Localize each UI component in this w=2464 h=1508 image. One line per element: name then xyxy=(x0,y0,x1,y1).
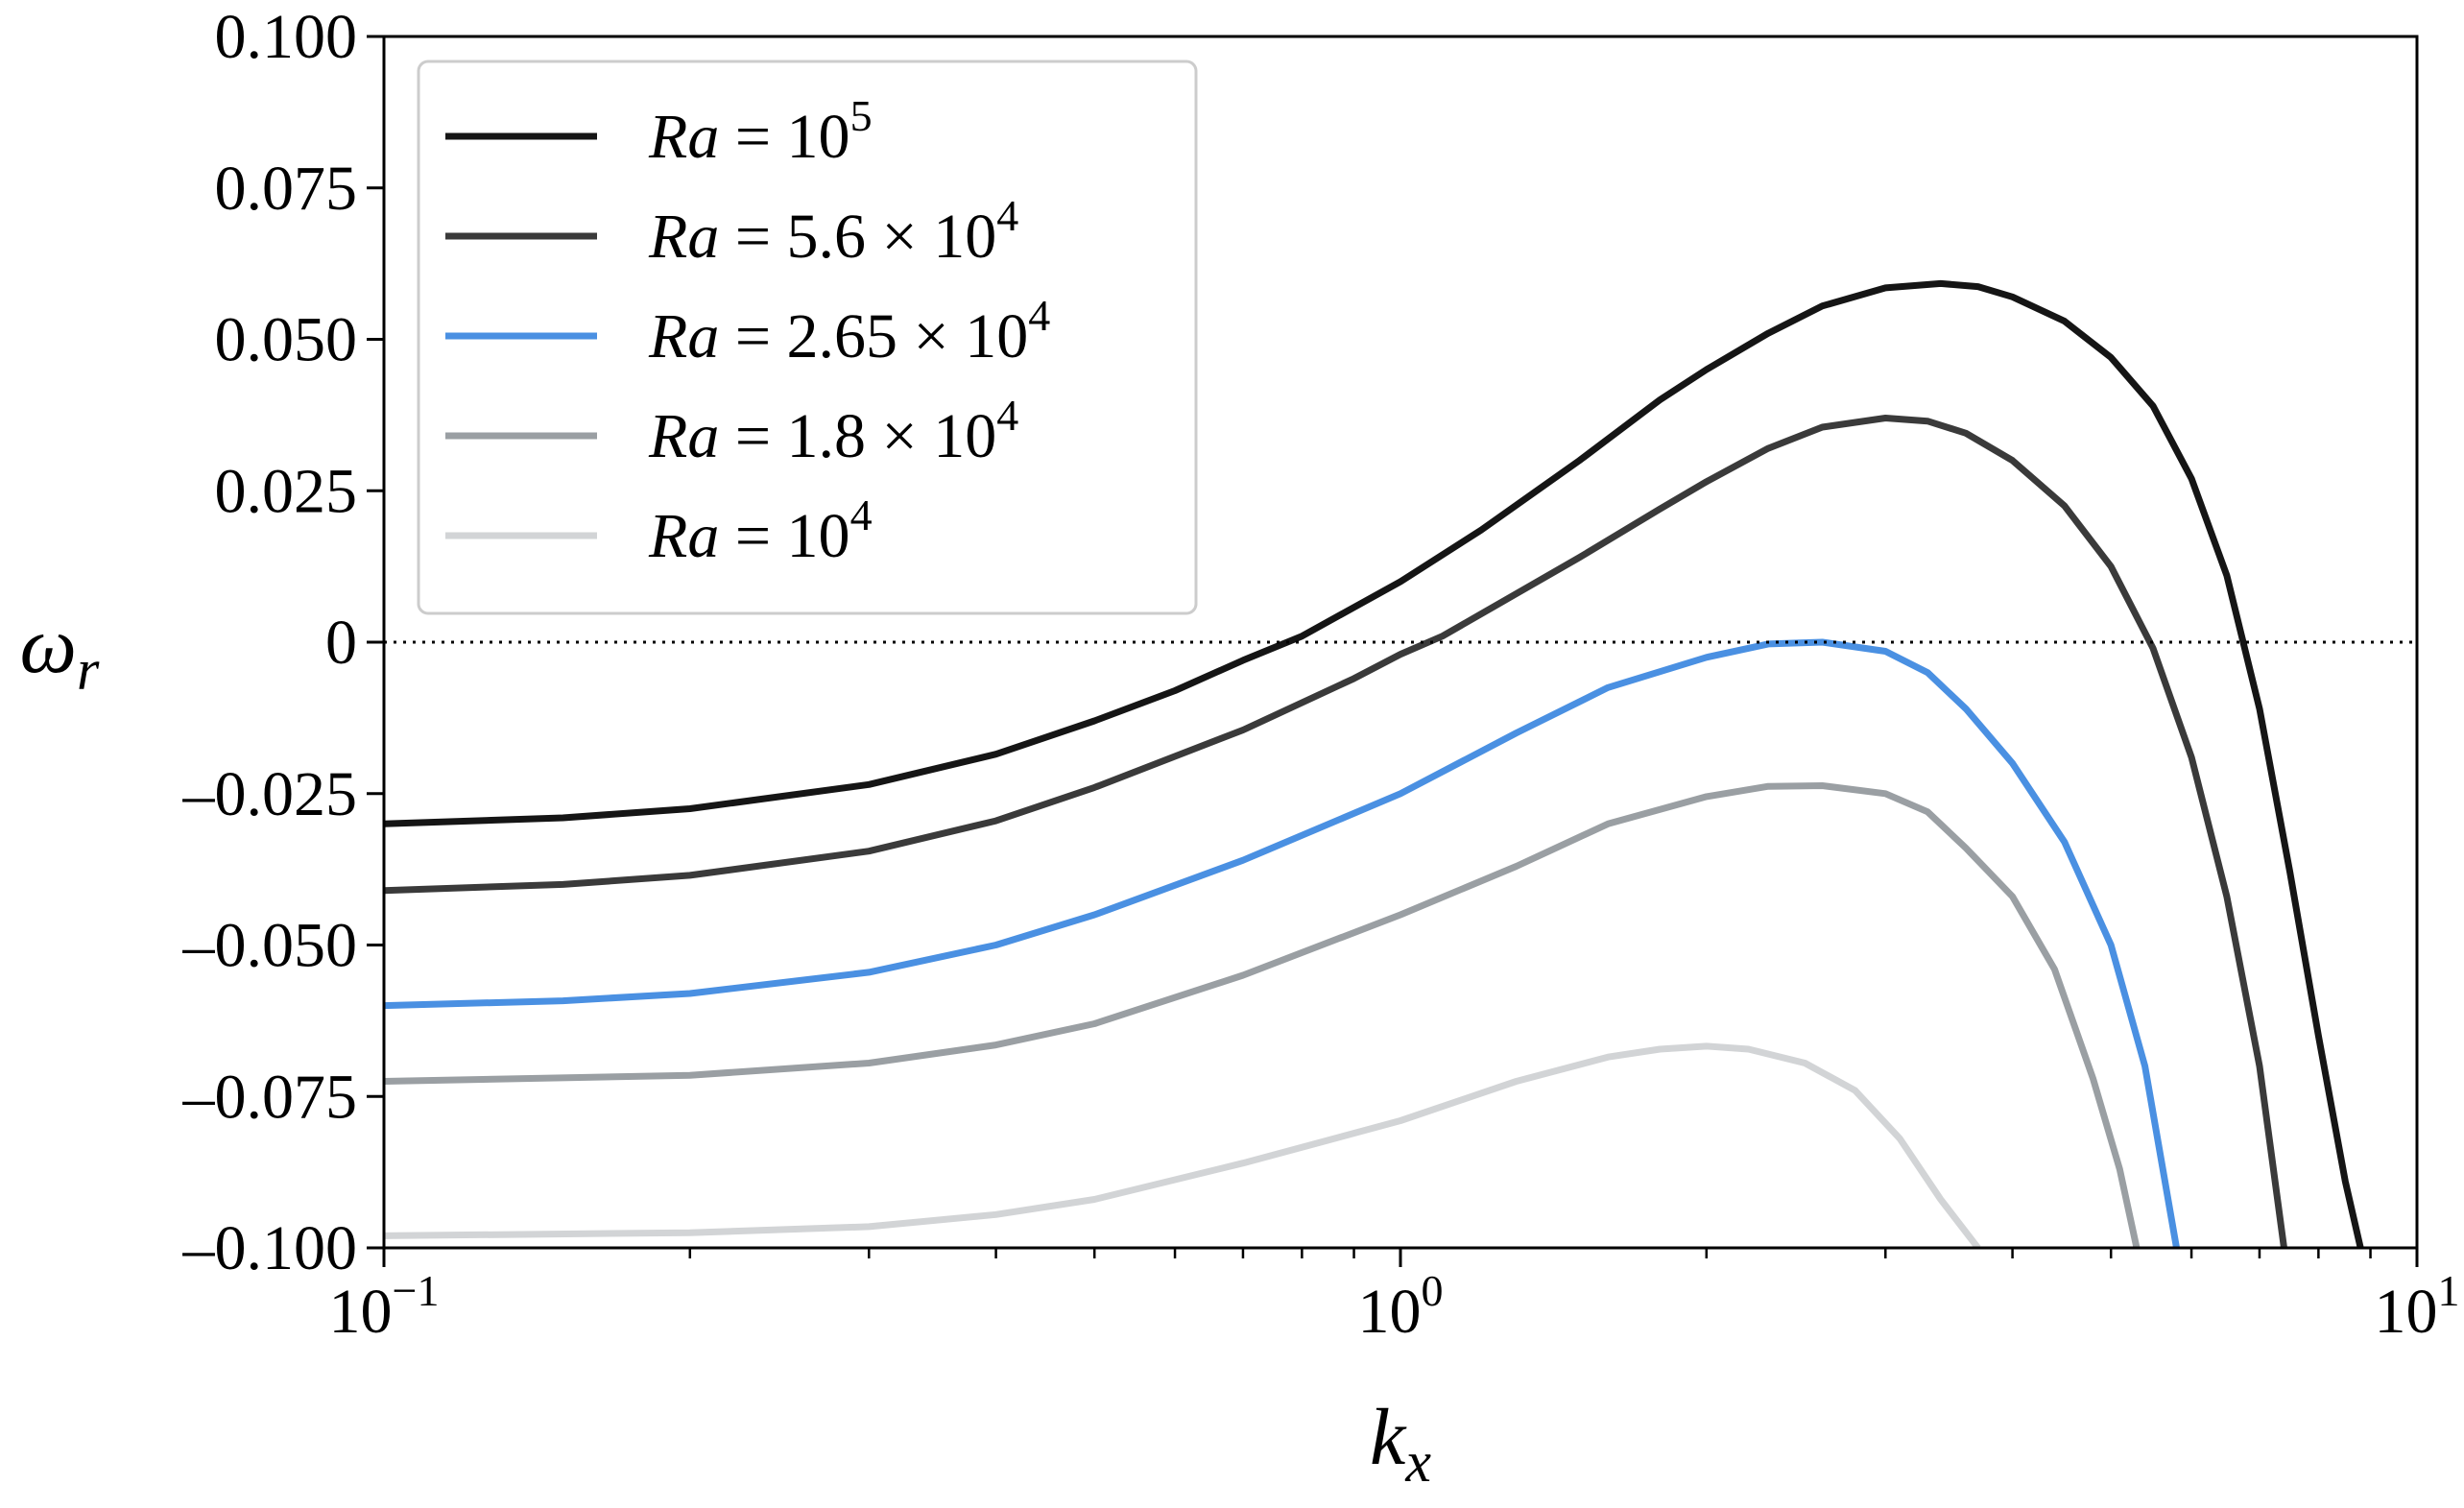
y-axis-label-subscript: r xyxy=(77,638,100,702)
legend: Ra = 105 Ra = 5.6 × 104 Ra = 2.65 × 104 Ra … xyxy=(417,60,1198,615)
y-tick-label: 0.075 xyxy=(215,154,358,224)
series-line-5 xyxy=(384,1042,1981,1248)
y-axis-label-main: ω xyxy=(20,601,77,690)
legend-label: Ra = 1.8 × 104 xyxy=(648,391,1018,471)
y-tick-label: 0.050 xyxy=(215,305,358,375)
x-axis-label-main: k xyxy=(1370,1393,1407,1482)
x-axis-ticks: 10−1 100 101 xyxy=(329,1248,2460,1347)
y-axis-label: ωr xyxy=(20,601,100,702)
series-line-1 xyxy=(384,279,2364,1248)
x-tick-label: 101 xyxy=(2375,1266,2460,1347)
legend-box xyxy=(417,60,1198,615)
legend-label: Ra = 105 xyxy=(648,91,873,172)
y-tick-label: –0.100 xyxy=(182,1213,358,1283)
y-tick-label: –0.075 xyxy=(182,1062,358,1132)
y-tick-label: 0.100 xyxy=(215,2,358,72)
y-tick-label: –0.025 xyxy=(182,759,358,829)
data-curves xyxy=(384,279,2364,1248)
series-line-3 xyxy=(384,638,2180,1248)
x-tick-label: 10−1 xyxy=(329,1266,440,1347)
x-axis-label-subscript: x xyxy=(1404,1430,1431,1494)
y-axis-ticks: 0.100 0.075 0.050 0.025 0 –0.025 –0.050 –0.075 –… xyxy=(182,2,384,1283)
y-tick-label: 0 xyxy=(325,608,357,678)
series-line-4 xyxy=(384,782,2141,1248)
x-tick-label: 100 xyxy=(1358,1266,1444,1347)
legend-label: Ra = 2.65 × 104 xyxy=(648,291,1050,371)
series-line-2 xyxy=(384,415,2287,1248)
x-axis-label: kx xyxy=(1370,1393,1431,1494)
y-tick-label: 0.025 xyxy=(215,456,358,526)
legend-label: Ra = 5.6 × 104 xyxy=(648,191,1018,272)
y-tick-label: –0.050 xyxy=(182,911,358,981)
legend-label: Ra = 104 xyxy=(648,491,873,571)
